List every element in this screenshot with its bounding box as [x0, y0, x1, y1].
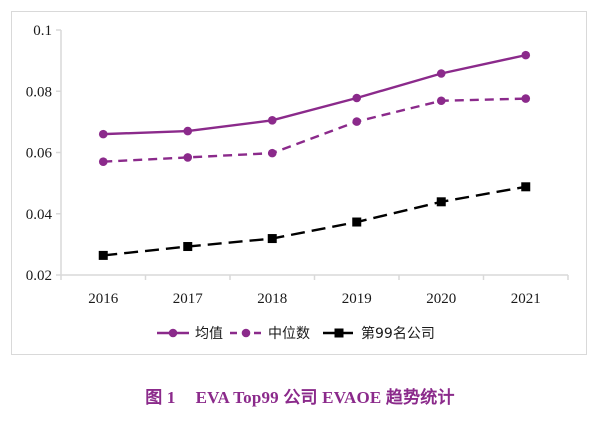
figure-title: EVA Top99 公司 EVAOE 趋势统计	[195, 388, 455, 407]
x-tick-label: 2018	[257, 291, 287, 307]
figure-caption: 图 1 EVA Top99 公司 EVAOE 趋势统计	[0, 383, 600, 408]
y-tick-label: 0.08	[26, 84, 52, 100]
data-point	[352, 93, 362, 103]
line-chart: 0.02 0.04 0.06 0.08 0.1 2016 2017 2018 2019 2020 2…	[26, 23, 569, 342]
legend-marker	[168, 328, 178, 338]
data-point	[267, 148, 277, 158]
legend-marker	[241, 328, 251, 338]
data-point	[183, 126, 193, 136]
legend-marker	[334, 328, 344, 338]
data-point	[436, 197, 446, 207]
series-line	[103, 53, 527, 136]
data-point	[98, 157, 108, 166]
data-point	[183, 242, 193, 252]
data-point	[267, 234, 277, 244]
x-tick-label: 2019	[342, 291, 372, 307]
data-point	[98, 129, 108, 139]
chart-frame	[11, 11, 587, 355]
y-tick-label: 0.1	[33, 23, 52, 39]
x-tick-label: 2021	[511, 291, 541, 307]
legend-label: 均值	[195, 326, 223, 342]
series-1	[98, 50, 531, 139]
data-point	[98, 250, 108, 260]
axes: 0.02 0.04 0.06 0.08 0.1 2016 2017 2018 2019 2020 2…	[26, 23, 569, 307]
data-point	[521, 50, 531, 60]
legend-label: 第99名公司	[361, 325, 435, 342]
data-point	[267, 116, 277, 125]
data-point	[436, 69, 446, 78]
legend-item-1: 均值	[157, 326, 223, 342]
data-point	[352, 117, 362, 126]
series-3	[98, 182, 531, 260]
data-point	[352, 217, 362, 227]
data-point	[521, 182, 531, 192]
legend-item-3: 第99名公司	[323, 325, 435, 342]
series-line	[103, 185, 526, 257]
legend-item-2: 中位数	[230, 326, 310, 342]
legend-label: 中位数	[268, 326, 310, 342]
series-layer	[98, 50, 531, 260]
data-point	[183, 153, 193, 162]
legend: 均值 中位数 第99名公司	[157, 325, 435, 342]
figure-number: 图 1	[145, 388, 176, 407]
data-point	[436, 96, 446, 106]
series-line	[103, 97, 526, 163]
x-tick-label: 2020	[426, 291, 456, 307]
x-tick-label: 2016	[88, 291, 119, 307]
y-tick-label: 0.06	[26, 146, 53, 162]
y-tick-label: 0.04	[26, 207, 53, 223]
x-tick-label: 2017	[173, 291, 204, 307]
y-tick-label: 0.02	[26, 268, 52, 284]
data-point	[521, 94, 531, 103]
series-2	[98, 94, 531, 166]
